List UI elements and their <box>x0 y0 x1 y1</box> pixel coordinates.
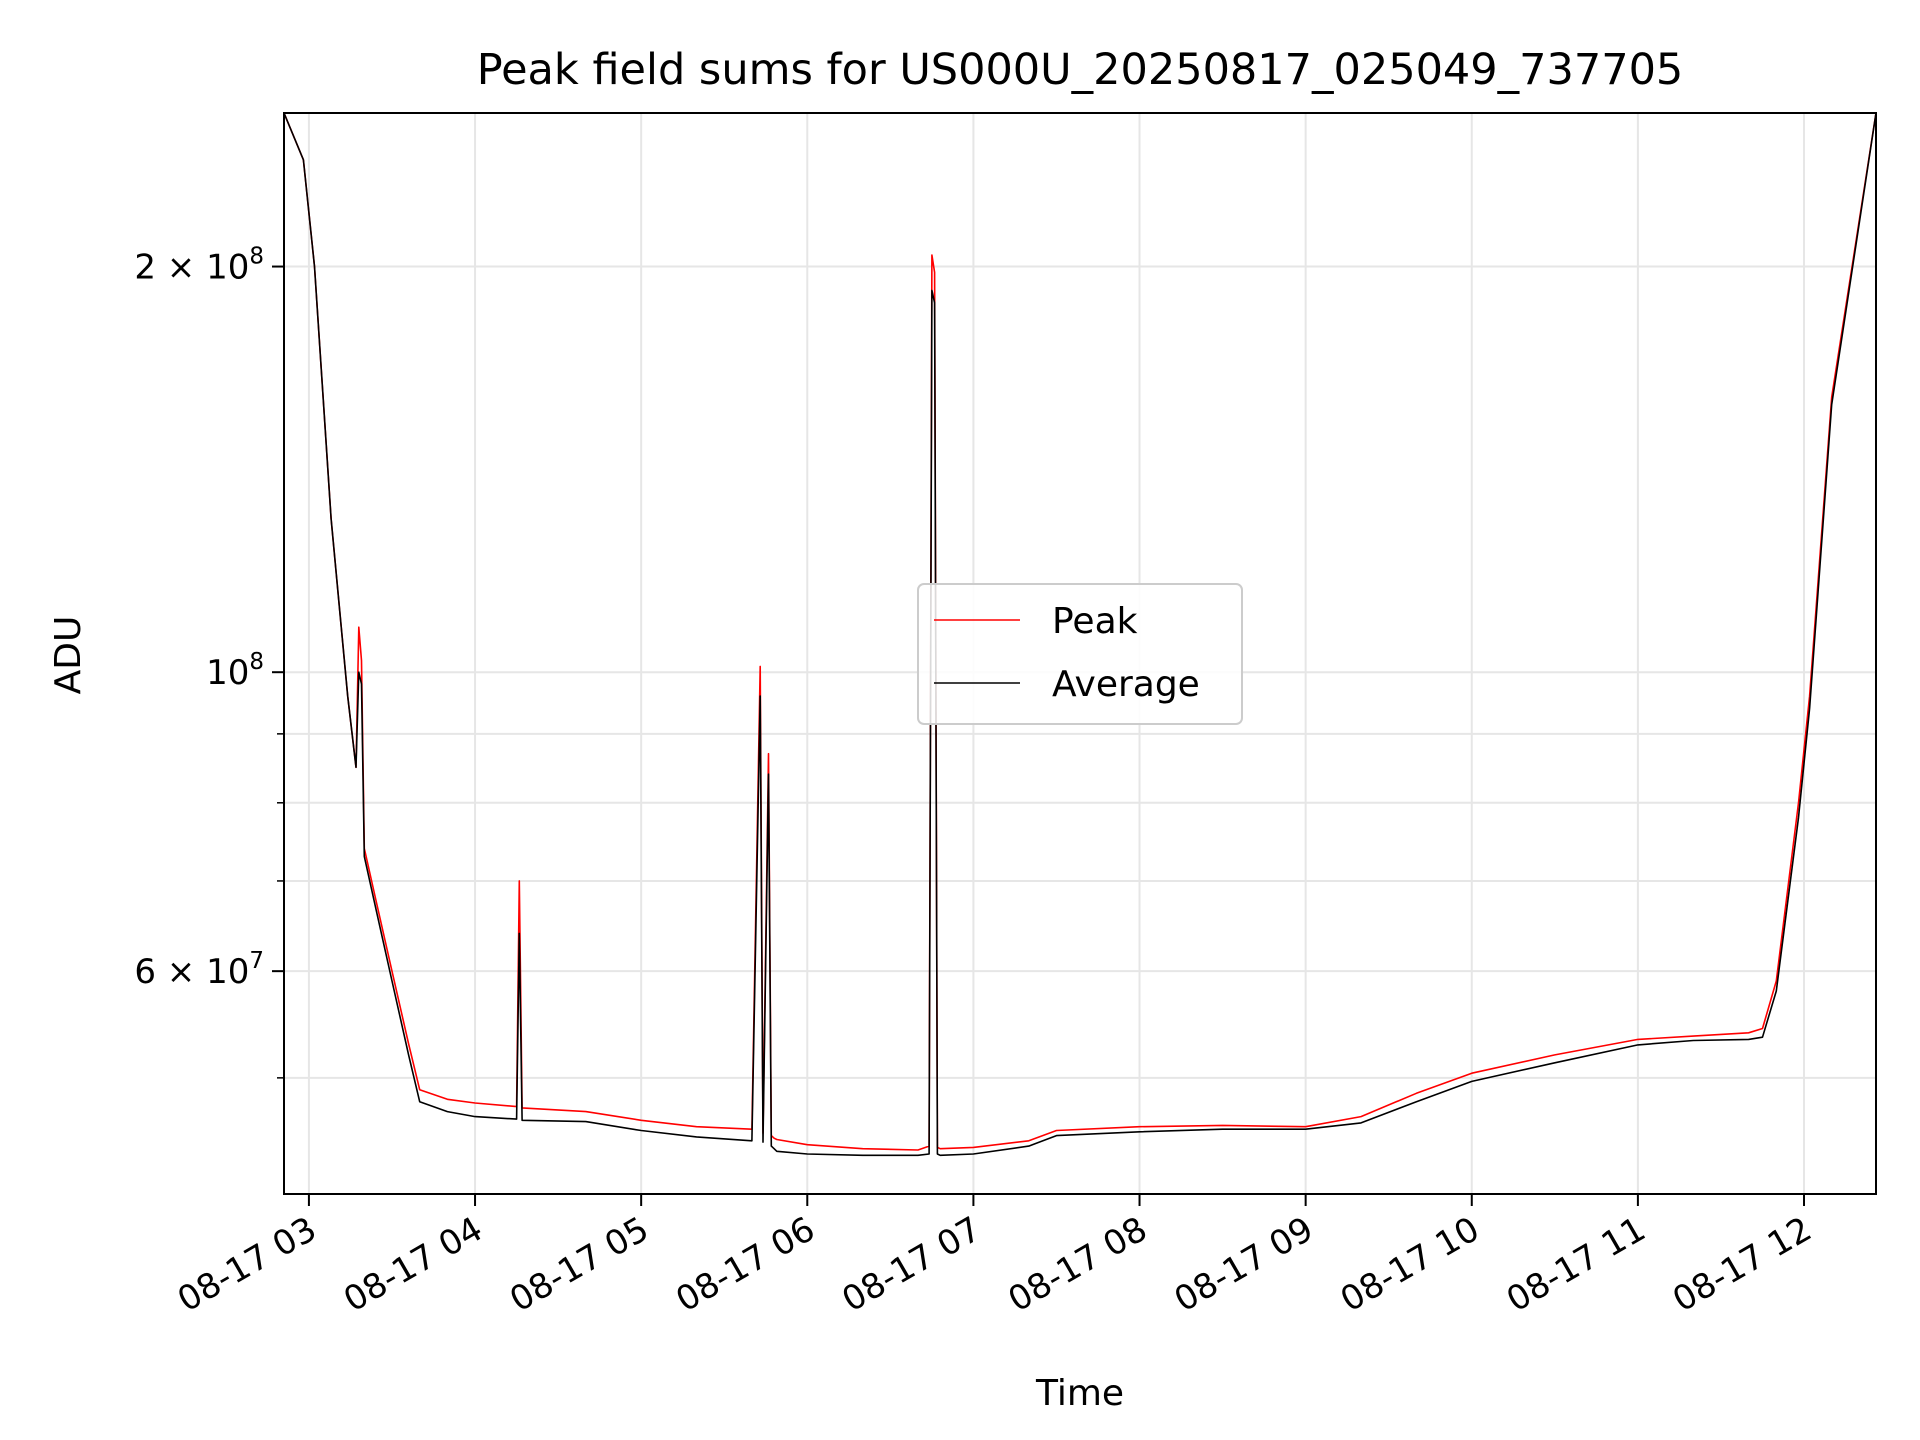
legend-box <box>917 583 1243 725</box>
plot-frame <box>283 112 1877 1195</box>
x-axis-label: Time <box>1035 1373 1124 1414</box>
y-axis-label: ADU <box>48 616 89 695</box>
legend-label-peak: Peak <box>1052 601 1138 642</box>
series-line-peak <box>284 113 1876 1151</box>
grid <box>284 113 1876 1194</box>
y-axis: 2 × 108 108 6 × 107 <box>134 244 284 1079</box>
series-layer <box>284 113 1876 1157</box>
y-tick-label: 6 × 107 <box>134 948 264 992</box>
chart-title: Peak field sums for US000U_20250817_0250… <box>477 45 1684 95</box>
legend: Peak Average <box>917 583 1243 725</box>
y-tick-label: 2 × 108 <box>134 244 264 288</box>
series-line-average <box>284 113 1876 1157</box>
legend-label-average: Average <box>1052 664 1200 705</box>
y-tick-label: 108 <box>206 649 264 693</box>
